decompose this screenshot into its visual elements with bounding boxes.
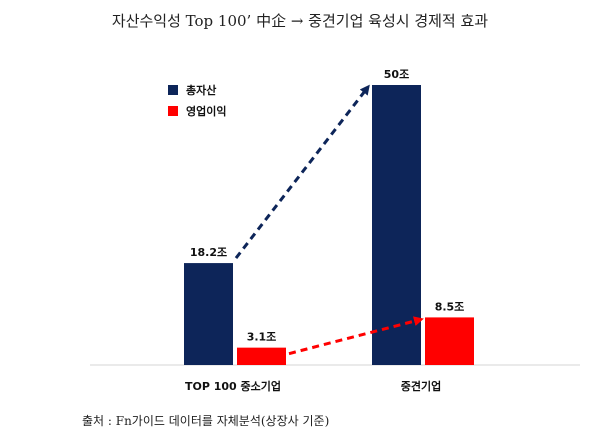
category-label: TOP 100 중소기업 [185,379,281,393]
legend-swatch [168,106,178,116]
legend-swatch [168,85,178,95]
bar-total-assets-0 [184,263,233,365]
category-label: 중견기업 [401,379,441,393]
chart-title: 자산수익성 Top 100’ 中企 → 중견기업 육성시 경제적 효과 [111,12,489,30]
legend-label: 영업이익 [186,104,226,118]
data-label: 50조 [384,68,409,81]
data-label: 8.5조 [435,300,465,313]
legend-label: 총자산 [186,83,216,97]
plot-area: 18.2조 50조 3.1조 8.5조 TOP 100 중소기업 중견기업 [90,68,580,393]
source-note: 출처 : Fn가이드 데이터를 자체분석(상장사 기준) [82,414,330,428]
bar-operating-profit-0 [237,347,286,365]
trend-arrow-total-assets [234,84,370,259]
trend-arrow-operating-profit [288,316,424,356]
bar-operating-profit-1 [425,317,474,365]
data-label: 3.1조 [247,331,277,344]
bar-total-assets-1 [372,85,421,365]
data-label: 18.2조 [190,246,227,259]
